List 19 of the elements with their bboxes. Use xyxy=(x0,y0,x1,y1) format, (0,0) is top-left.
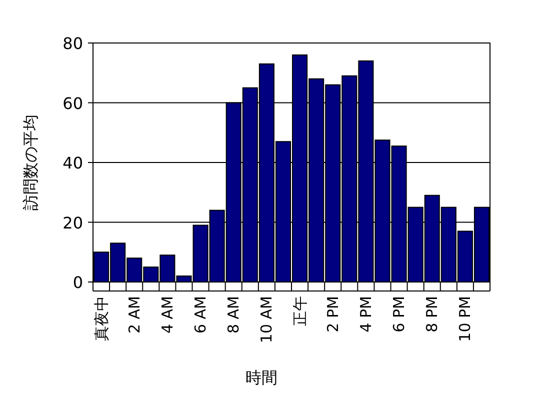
x-tick-label: 正午 xyxy=(290,296,309,326)
x-axis-title: 時間 xyxy=(246,368,278,387)
x-tick-label: 2 AM xyxy=(125,296,144,334)
x-tick-label: 6 PM xyxy=(390,296,408,332)
y-tick-label: 0 xyxy=(72,273,83,292)
x-tick-label: 6 AM xyxy=(192,296,210,334)
x-tick-label: 4 PM xyxy=(356,296,375,332)
y-tick-label: 20 xyxy=(62,213,83,232)
x-tick-label: 10 PM xyxy=(456,296,474,342)
y-axis-title: 訪問数の平均 xyxy=(21,114,40,210)
x-tick-label: 8 PM xyxy=(423,296,442,332)
x-tick-label: 真夜中 xyxy=(92,296,110,341)
x-tick-label: 4 AM xyxy=(158,296,176,334)
y-tick-label: 40 xyxy=(62,154,83,172)
y-tick-label: 80 xyxy=(62,34,83,53)
x-tick-label: 2 PM xyxy=(324,296,342,332)
x-tick-label: 10 AM xyxy=(258,296,276,344)
y-tick-label: 60 xyxy=(62,94,83,113)
x-tick-label: 8 AM xyxy=(224,296,243,334)
